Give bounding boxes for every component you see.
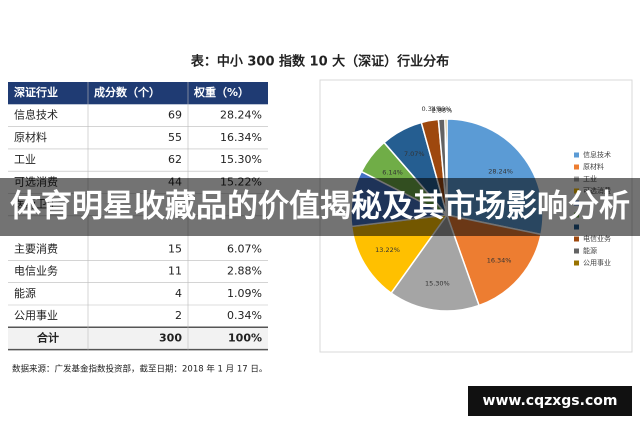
table-cell: 28.24% — [220, 108, 262, 121]
header-cell: 权重（%） — [193, 85, 249, 99]
legend-label: 原材料 — [583, 162, 604, 171]
total-cell: 合计 — [37, 330, 59, 344]
title: 表：中小 300 指数 10 大（深证）行业分布 — [190, 54, 449, 70]
table-cell: 主要消费 — [14, 241, 58, 255]
slice-label: 2.88% — [432, 107, 453, 115]
table-cell: 信息技术 — [14, 107, 58, 121]
table-cell: 69 — [168, 108, 182, 121]
table-cell: 62 — [168, 153, 182, 166]
legend-swatch — [574, 248, 579, 254]
table-cell: 公用事业 — [14, 309, 58, 322]
table-cell: 16.34% — [220, 131, 262, 144]
table-cell: 能源 — [14, 286, 36, 300]
banner-bg — [0, 178, 640, 236]
watermark-bg — [468, 386, 632, 416]
table-header-bg — [8, 82, 268, 105]
total-bg — [8, 327, 268, 350]
table-cell: 电信业务 — [14, 265, 58, 278]
legend-swatch — [574, 260, 579, 266]
table-cell: 15.30% — [220, 153, 262, 166]
table-cell: 工业 — [14, 153, 36, 166]
slice-label: 13.22% — [375, 246, 400, 254]
legend-label: 公用事业 — [583, 258, 611, 267]
table-cell: 6.07% — [227, 242, 262, 255]
watermark: www.cqzxgs.com — [483, 393, 618, 409]
slice-label: 7.07% — [404, 150, 425, 158]
legend-label: 信息技术 — [583, 150, 611, 159]
legend-swatch — [574, 164, 579, 170]
pie-slice — [445, 213, 542, 307]
table-cell: 11 — [168, 265, 182, 278]
legend-swatch — [574, 152, 579, 158]
legend-label: 电信业务 — [583, 234, 611, 243]
slice-label: 1.09% — [431, 105, 452, 113]
header-cell: 深证行业 — [14, 85, 58, 99]
table-cell: 4 — [175, 287, 182, 300]
header-cell: 成分数（个） — [94, 85, 160, 99]
slice-label: 0.34% — [422, 105, 443, 113]
slice-label: 6.14% — [382, 168, 403, 176]
table-cell: 原材料 — [14, 130, 47, 144]
table-cell: 15 — [168, 242, 182, 255]
legend-swatch — [574, 236, 579, 242]
banner: 体育明星收藏品的价值揭秘及其市场影响分析 — [10, 189, 630, 225]
legend-label: 能源 — [583, 246, 597, 255]
pie-slice — [390, 213, 481, 312]
table-cell: 2 — [175, 309, 182, 322]
slice-label: 16.34% — [487, 256, 512, 264]
table-cell: 1.09% — [227, 287, 262, 300]
slice-label: 28.24% — [488, 167, 513, 175]
table: 深证行业 成分数（个） 权重（%） 信息技术 69 28.24% 原材料 55 16.34% 工业… — [8, 82, 268, 351]
source: 数据来源：广发基金指数投资部，截至日期：2018 年 1 月 17 日。 — [12, 364, 267, 375]
slice-label: 15.30% — [425, 279, 450, 287]
total-cell: 300 — [159, 331, 182, 344]
total-cell: 100% — [228, 331, 262, 344]
table-cell: 0.34% — [227, 309, 262, 322]
table-cell: 2.88% — [227, 265, 262, 278]
table-cell: 55 — [168, 131, 182, 144]
